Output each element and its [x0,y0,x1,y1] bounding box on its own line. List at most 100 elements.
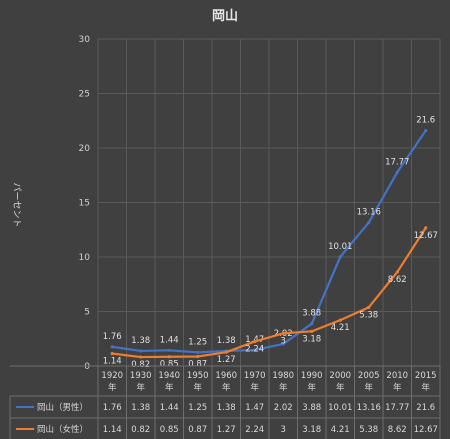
data-point [196,354,200,359]
data-point [110,351,114,356]
data-point [338,255,342,259]
table-value: 2.24 [245,425,264,435]
category-label: 2015 年 [415,371,437,393]
data-point [338,318,342,322]
y-axis-label: パーセント [11,182,22,227]
data-point [110,345,114,349]
data-table: 1920 年 1930 年 1940 年 1950 年 1960 年 1970 年 1980 年 1990 年… [9,365,441,439]
table-value: 3.88 [302,403,321,413]
y-tick-label: 5 [84,308,90,318]
data-point [424,226,428,230]
table-value: 8.62 [388,425,407,435]
data-label: 1.76 [103,332,122,342]
table-value: 5.38 [359,425,378,435]
data-point [281,331,285,335]
data-label: 3 [281,336,286,346]
data-point [139,349,143,353]
data-point [167,355,171,359]
y-axis-ticks: 0 5 10 15 20 25 30 [79,35,91,372]
data-point [310,329,314,333]
category-label: 2000 年 [329,371,351,393]
category-label: 1970 年 [244,371,266,393]
data-point [424,128,428,133]
data-label: 1.27 [217,355,236,365]
data-point [310,322,314,326]
data-point [196,350,200,354]
table-value: 4.21 [331,425,350,435]
y-tick-label: 30 [79,35,91,45]
y-tick-label: 15 [79,199,90,209]
data-label: 17.77 [385,157,409,167]
data-label: 1.38 [217,336,236,346]
data-label: 4.21 [331,323,350,333]
table-value: 1.25 [188,403,207,413]
data-label: 5.38 [359,310,378,320]
data-point [367,305,371,309]
table-value: 21.6 [416,403,435,413]
category-label: 1930 年 [130,371,152,393]
table-value: 10.01 [328,403,352,413]
data-label: 0.85 [160,360,179,370]
data-label: 1.38 [131,336,150,346]
data-label: 0.87 [188,360,207,370]
category-label: 1920 年 [101,371,123,393]
y-tick-label: 0 [84,362,90,372]
data-label: 21.6 [416,116,435,126]
table-value: 2.02 [274,403,293,413]
category-label: 1940 年 [158,371,180,393]
table-value: 12.67 [414,425,438,435]
table-value: 17.77 [385,403,409,413]
gridlines [97,38,441,367]
table-value: 0.87 [188,425,207,435]
table-value: 13.16 [357,403,381,413]
table-value: 1.14 [103,425,122,435]
data-point [167,348,171,352]
y-tick-label: 20 [79,144,91,154]
table-value: 1.44 [160,403,179,413]
category-label: 2010 年 [386,371,408,393]
data-label: 3.88 [302,309,321,319]
table-value: 1.76 [103,403,122,413]
data-label: 13.16 [357,208,381,218]
data-point [395,170,399,174]
y-tick-label: 10 [79,253,91,263]
data-label: 1.44 [160,335,179,345]
data-label: 3.18 [302,334,321,344]
category-label: 1990 年 [301,371,323,393]
table-value: 1.38 [217,403,236,413]
data-label: 2.24 [245,345,264,355]
data-label: 12.67 [414,231,438,241]
table-value: 0.85 [160,425,179,435]
category-label: 1950 年 [187,371,209,393]
legend-series-name: 岡山（男性） [37,402,88,413]
data-point [367,220,371,225]
table-value: 1.27 [217,425,236,435]
data-label: 1.25 [188,337,207,347]
table-value: 1.38 [131,403,150,413]
data-point [281,342,285,346]
table-value: 0.82 [131,425,150,435]
y-tick-label: 25 [79,90,90,100]
table-value: 3.18 [302,425,321,435]
series-lines: 1.761.381.441.251.381.472.023.8810.0113.… [103,116,438,371]
data-label: 1.14 [103,357,122,367]
data-label: 10.01 [328,242,352,252]
legend-series-name: 岡山（女性） [37,424,88,435]
chart-title: 岡山 [212,8,238,24]
table-value: 3 [281,425,286,435]
data-point [253,339,257,344]
data-point [224,350,228,354]
data-label: 8.62 [388,275,407,285]
data-point [395,270,399,274]
table-value: 1.47 [245,403,264,413]
data-label: 0.82 [131,360,150,370]
data-point [139,355,143,359]
category-label: 1980 年 [272,371,294,393]
category-label: 2005 年 [358,371,380,393]
series-line [112,227,427,359]
data-label: 1.47 [245,335,264,345]
category-label: 1960 年 [215,371,237,393]
series-line [112,129,427,354]
data-point [253,348,257,352]
